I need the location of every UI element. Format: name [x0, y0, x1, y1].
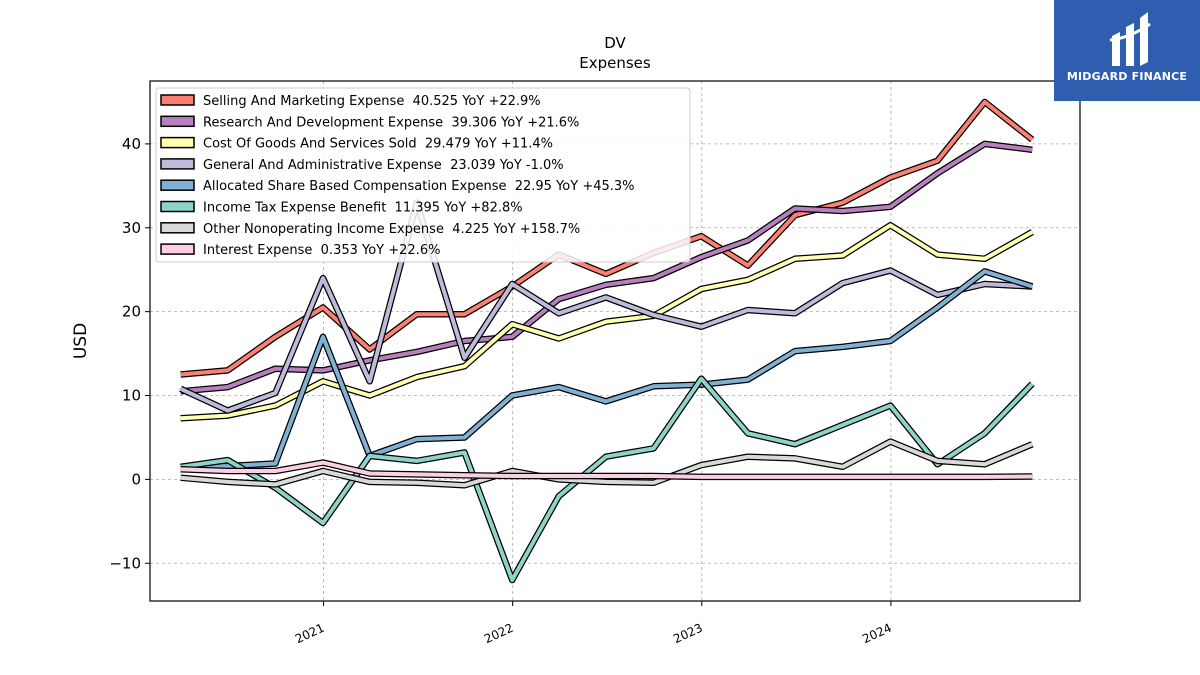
series-line: [180, 269, 1033, 469]
x-tick-label: 2024: [860, 621, 894, 647]
legend-label: Allocated Share Based Compensation Expen…: [203, 179, 635, 194]
legend-label: Research And Development Expense 39.306 …: [203, 115, 579, 130]
legend-label: Cost Of Goods And Services Sold 29.479 Y…: [203, 137, 553, 152]
plot-frame: [149, 80, 1081, 602]
series-line: [180, 439, 1034, 488]
legend-box: [155, 87, 691, 263]
legend-swatch: [160, 200, 195, 213]
series-8: [180, 459, 1033, 481]
x-tick-label: 2022: [482, 621, 516, 647]
series-line: [180, 141, 1033, 394]
series-lines: [179, 98, 1035, 584]
series-3: [180, 222, 1034, 422]
series-line: [180, 100, 1034, 377]
series-line: [179, 200, 1033, 413]
series-4: [179, 199, 1033, 414]
y-axis-label: USD: [71, 323, 91, 359]
legend-label: General And Administrative Expense 23.03…: [203, 158, 564, 173]
series-5: [180, 268, 1034, 471]
logo-text: MIDGARD FINANCE: [1066, 70, 1188, 83]
series-6: [180, 375, 1035, 584]
legend-swatch: [160, 94, 195, 106]
series-7: [180, 438, 1034, 489]
series-line: [180, 460, 1033, 479]
y-tick-label: −10: [109, 554, 141, 572]
legend-swatch: [160, 115, 195, 128]
brand-logo: MIDGARD FINANCE: [1054, 0, 1200, 101]
x-axis-ticks: 2021 2022 2023 2024: [293, 601, 894, 646]
legend-label: Interest Expense 0.353 YoY +22.6%: [203, 243, 440, 258]
y-tick-label: 40: [122, 135, 141, 153]
legend-swatch: [160, 179, 195, 191]
legend: Selling And Marketing Expense 40.525 YoY…: [155, 87, 691, 263]
legend-swatch: [160, 243, 195, 255]
y-tick-label: 30: [122, 219, 141, 237]
logo-mark-icon: [1109, 12, 1151, 66]
legend-label: Income Tax Expense Benefit 11.395 YoY +8…: [203, 201, 523, 216]
series-2: [180, 140, 1033, 395]
legend-swatch: [160, 222, 195, 234]
y-tick-label: 20: [122, 303, 141, 321]
x-tick-label: 2023: [671, 621, 705, 647]
chart-subtitle: Expenses: [579, 54, 651, 72]
y-axis-ticks: −10 0 10 20 30 40: [109, 135, 150, 572]
series-1: [180, 98, 1035, 378]
legend-label: Selling And Marketing Expense 40.525 YoY…: [203, 94, 541, 109]
series-line: [180, 376, 1034, 582]
legend-swatch: [160, 158, 195, 170]
chart-title: DV: [604, 34, 626, 52]
y-tick-label: 10: [122, 387, 141, 405]
y-tick-label: 0: [131, 470, 141, 488]
series-line: [180, 223, 1034, 421]
x-tick-label: 2021: [293, 621, 327, 647]
legend-label: Other Nonoperating Income Expense 4.225 …: [203, 222, 580, 237]
legend-swatch: [160, 136, 195, 149]
